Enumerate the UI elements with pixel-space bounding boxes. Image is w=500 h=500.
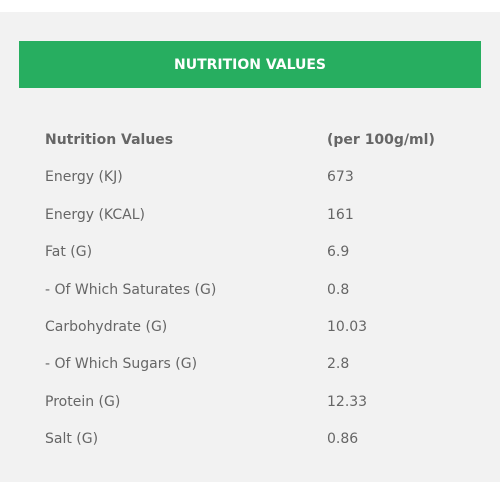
column-header: (per 100g/ml): [327, 132, 435, 148]
nutrient-name: Energy (KCAL): [45, 206, 145, 223]
nutrient-name: Carbohydrate (G): [45, 319, 168, 335]
nutrient-value: 0.86: [327, 431, 359, 448]
nutrient-name: Protein (G): [45, 393, 121, 410]
nutrient-name: Fat (G): [45, 244, 93, 261]
nutrient-value: 2.8: [327, 356, 350, 373]
panel-header: NUTRITION VALUES: [19, 41, 481, 88]
nutrient-value: 12.33: [327, 393, 368, 410]
column-header: Nutrition Values: [45, 132, 174, 148]
panel-title: NUTRITION VALUES: [173, 56, 327, 73]
nutrient-value: 0.8: [327, 281, 350, 298]
nutrient-value: 161: [327, 206, 354, 223]
nutrient-name: Energy (KJ): [45, 169, 123, 186]
nutrition-panel: NUTRITION VALUES Nutrition Values (per 10…: [0, 12, 500, 482]
nutrient-value: 6.9: [327, 244, 350, 261]
nutrient-name: - Of Which Saturates (G): [45, 281, 217, 298]
nutrient-value: 673: [327, 169, 354, 186]
nutrient-name: Salt (G): [45, 431, 99, 448]
nutrient-name: - Of Which Sugars (G): [45, 356, 198, 373]
nutrient-value: 10.03: [327, 319, 368, 335]
